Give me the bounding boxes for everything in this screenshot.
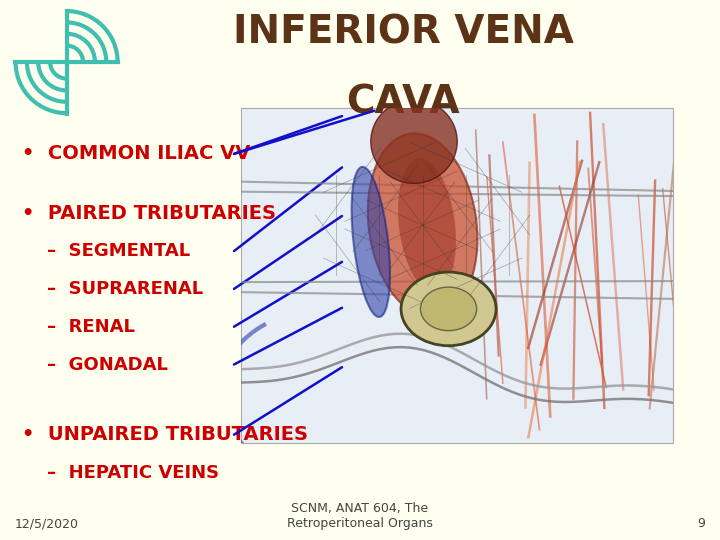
Text: •  UNPAIRED TRIBUTARIES: • UNPAIRED TRIBUTARIES — [22, 425, 307, 444]
Bar — [241, 108, 673, 443]
Circle shape — [401, 272, 496, 346]
Text: •  COMMON ILIAC VV: • COMMON ILIAC VV — [22, 144, 250, 164]
Text: –  GONADAL: – GONADAL — [47, 355, 168, 374]
Text: 12/5/2020: 12/5/2020 — [14, 517, 78, 530]
Circle shape — [420, 287, 477, 330]
Text: 9: 9 — [698, 517, 706, 530]
Text: CAVA: CAVA — [346, 84, 460, 122]
Ellipse shape — [371, 99, 457, 183]
Ellipse shape — [398, 158, 456, 292]
Text: INFERIOR VENA: INFERIOR VENA — [233, 14, 574, 51]
Ellipse shape — [351, 167, 390, 317]
Text: –  SEGMENTAL: – SEGMENTAL — [47, 242, 190, 260]
Ellipse shape — [368, 133, 477, 317]
Text: –  RENAL: – RENAL — [47, 318, 135, 336]
Text: •  PAIRED TRIBUTARIES: • PAIRED TRIBUTARIES — [22, 204, 276, 223]
Text: –  HEPATIC VEINS: – HEPATIC VEINS — [47, 463, 219, 482]
Text: –  SUPRARENAL: – SUPRARENAL — [47, 280, 203, 298]
Text: SCNM, ANAT 604, The
Retroperitoneal Organs: SCNM, ANAT 604, The Retroperitoneal Orga… — [287, 502, 433, 530]
